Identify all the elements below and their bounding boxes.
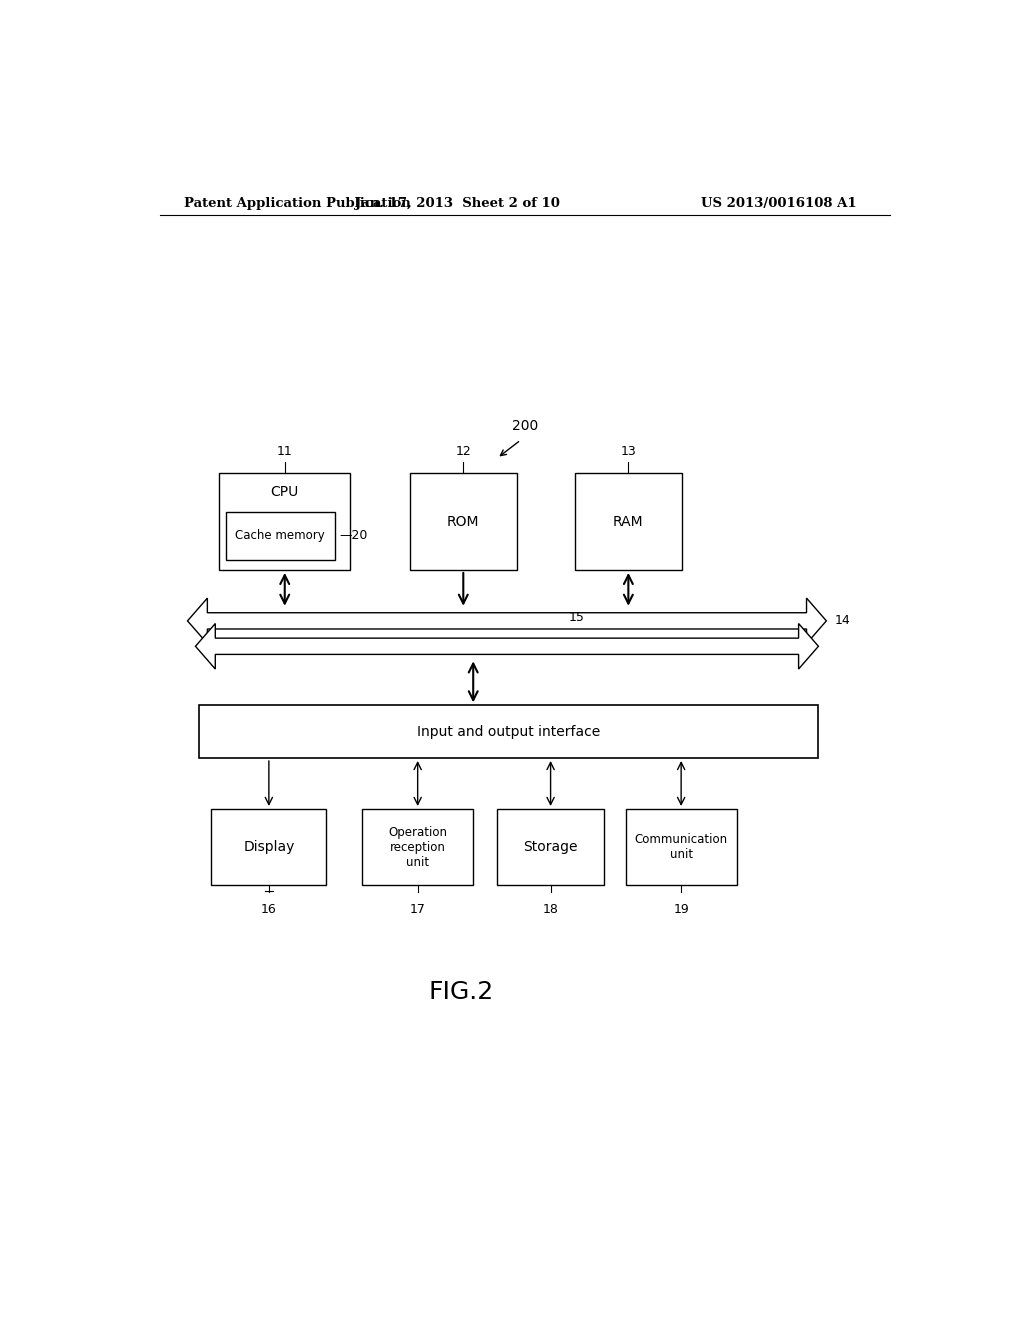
Bar xyxy=(362,809,473,886)
Bar xyxy=(225,512,335,560)
Text: 19: 19 xyxy=(673,903,689,916)
Text: 13: 13 xyxy=(621,445,636,458)
Text: RAM: RAM xyxy=(613,515,644,529)
Text: Input and output interface: Input and output interface xyxy=(418,725,600,739)
Bar xyxy=(497,809,604,886)
Bar xyxy=(626,809,736,886)
Text: Communication
unit: Communication unit xyxy=(635,833,728,861)
Text: Cache memory: Cache memory xyxy=(236,529,326,543)
Text: 16: 16 xyxy=(261,903,276,916)
Text: 15: 15 xyxy=(568,611,585,624)
Bar xyxy=(200,705,818,758)
Text: FIG.2: FIG.2 xyxy=(429,979,494,1003)
Text: Storage: Storage xyxy=(523,840,578,854)
Bar xyxy=(211,809,327,886)
Text: Jan. 17, 2013  Sheet 2 of 10: Jan. 17, 2013 Sheet 2 of 10 xyxy=(355,197,560,210)
Text: 14: 14 xyxy=(835,614,850,627)
Polygon shape xyxy=(196,623,818,669)
Text: 17: 17 xyxy=(410,903,426,916)
Text: Patent Application Publication: Patent Application Publication xyxy=(183,197,411,210)
Text: 200: 200 xyxy=(512,418,538,433)
Text: 11: 11 xyxy=(276,445,293,458)
Text: Operation
reception
unit: Operation reception unit xyxy=(388,825,447,869)
Bar xyxy=(574,474,682,570)
Polygon shape xyxy=(187,598,826,644)
Text: Display: Display xyxy=(243,840,295,854)
Bar xyxy=(219,474,350,570)
Text: 18: 18 xyxy=(543,903,558,916)
Text: —20: —20 xyxy=(339,529,368,543)
Bar xyxy=(410,474,517,570)
Text: US 2013/0016108 A1: US 2013/0016108 A1 xyxy=(701,197,856,210)
Text: ROM: ROM xyxy=(447,515,479,529)
Text: 12: 12 xyxy=(456,445,471,458)
Text: CPU: CPU xyxy=(270,484,299,499)
